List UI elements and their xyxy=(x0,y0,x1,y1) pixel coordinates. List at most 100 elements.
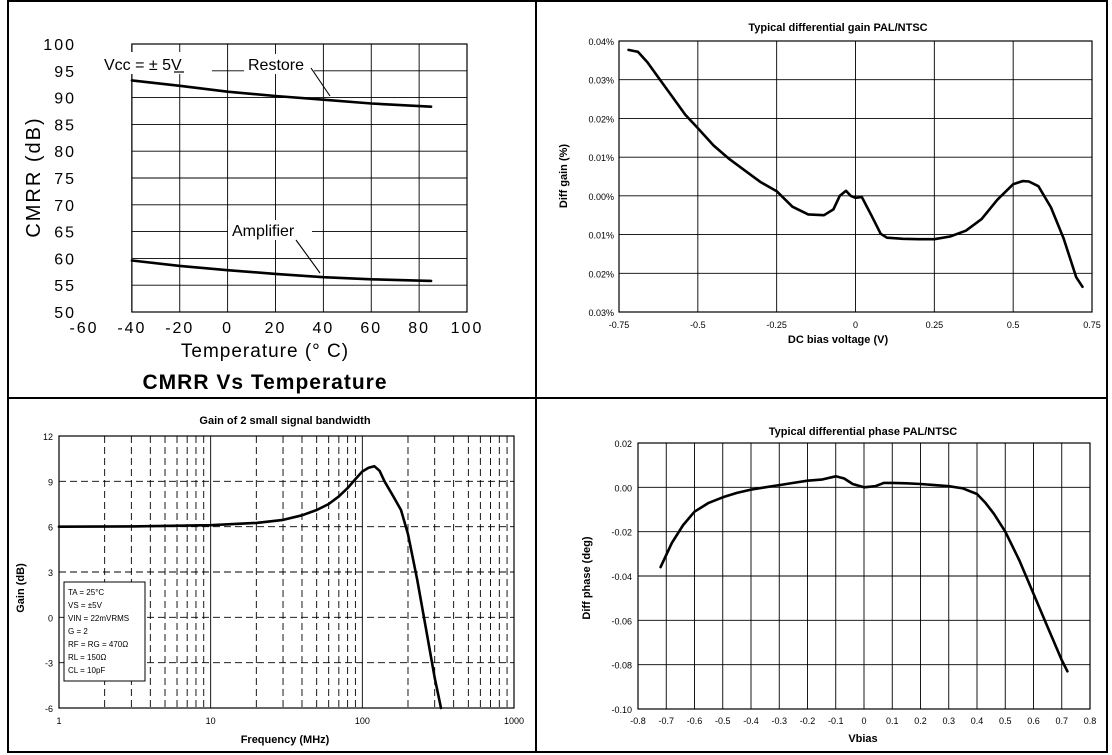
tick-label: 0.02 xyxy=(614,439,632,449)
tick-label: -0.8 xyxy=(630,716,646,726)
tick-label: -0.1 xyxy=(828,716,844,726)
restore-curve xyxy=(130,79,433,108)
tick-label: 1000 xyxy=(504,716,524,726)
tick-label: 0.03% xyxy=(588,76,614,86)
tick-label: 80 xyxy=(54,144,76,161)
diff-phase-curve xyxy=(659,475,1069,673)
conditions-box: TA = 25°C VS = ±5V VIN = 22mVRMS G = 2 R… xyxy=(63,581,146,682)
tick-label: -0.75 xyxy=(609,320,630,330)
diff-gain-series xyxy=(627,48,1084,289)
diff-phase-gridlines xyxy=(637,442,1091,710)
tick-label: 0.03% xyxy=(588,308,614,318)
tick-label: -0.4 xyxy=(743,716,759,726)
condition-temperature: TA = 25°C xyxy=(68,588,104,597)
cmrr-title: CMRR Vs Temperature xyxy=(143,371,388,394)
amplifier-label: Amplifier xyxy=(232,223,295,240)
tick-label: -3 xyxy=(45,659,53,669)
tick-label: 9 xyxy=(48,477,53,487)
tick-label: 0 xyxy=(861,716,866,726)
tick-label: 70 xyxy=(54,198,76,215)
panel-diff-gain: -0.75 -0.5 -0.25 0 0.25 0.5 0.75 0.04% 0.03% 0.02… xyxy=(535,0,1108,399)
tick-label: -0.06 xyxy=(611,616,632,626)
tick-label: 0.02% xyxy=(588,269,614,279)
tick-label: -0.10 xyxy=(611,705,632,715)
bandwidth-series xyxy=(57,464,443,710)
bandwidth-ylabel: Gain (dB) xyxy=(15,563,27,613)
condition-input: VIN = 22mVRMS xyxy=(68,614,129,623)
tick-label: -0.2 xyxy=(800,716,816,726)
cmrr-ylabel: CMRR (dB) xyxy=(23,116,45,237)
tick-label: 20 xyxy=(265,320,287,337)
bandwidth-tick-labels: 1 10 100 1000 12 9 6 3 0 -3 -6 xyxy=(43,432,524,726)
tick-label: 60 xyxy=(54,251,76,268)
tick-label: -0.08 xyxy=(611,661,632,671)
panel-cmrr: -60 -40 -20 0 20 40 60 80 100 100 95 90 85 80 75 70 65 60… xyxy=(7,0,537,399)
tick-label: 3 xyxy=(48,568,53,578)
bandwidth-title: Gain of 2 small signal bandwidth xyxy=(199,415,370,427)
tick-label: 60 xyxy=(360,320,382,337)
tick-label: 0.04% xyxy=(588,37,614,47)
condition-capacitance: CL = 10pF xyxy=(68,666,105,675)
tick-label: 0.02% xyxy=(588,114,614,124)
cmrr-xlabel: Temperature (° C) xyxy=(181,341,349,362)
tick-label: 0 xyxy=(222,320,233,337)
tick-label: -0.5 xyxy=(690,320,706,330)
tick-label: 90 xyxy=(54,91,76,108)
restore-label: Restore xyxy=(248,57,304,74)
tick-label: 6 xyxy=(48,523,53,533)
tick-label: 50 xyxy=(54,305,76,322)
tick-label: -6 xyxy=(45,704,53,714)
panel-bandwidth: 1 10 100 1000 12 9 6 3 0 -3 -6 Gain of 2 small sig… xyxy=(7,397,537,753)
tick-label: -0.6 xyxy=(687,716,703,726)
tick-label: -0.04 xyxy=(611,572,632,582)
tick-label: 0.5 xyxy=(1007,320,1020,330)
plot-frame xyxy=(58,435,515,709)
tick-label: 0 xyxy=(48,613,53,623)
tick-label: 0.3 xyxy=(942,716,955,726)
tick-label: 0.2 xyxy=(914,716,927,726)
amplifier-leader-line xyxy=(295,239,321,274)
cmrr-gridlines xyxy=(131,43,468,313)
plot-frame xyxy=(637,442,1091,710)
tick-label: 0.00% xyxy=(588,192,614,202)
diff-phase-xlabel: Vbias xyxy=(848,733,877,745)
restore-label-bg xyxy=(244,54,314,74)
condition-gain: G = 2 xyxy=(68,627,88,636)
tick-label: -0.7 xyxy=(658,716,674,726)
tick-label: 12 xyxy=(43,432,53,442)
tick-label: 0.5 xyxy=(999,716,1012,726)
condition-resistors: RF = RG = 470Ω xyxy=(68,640,128,649)
tick-label: -0.5 xyxy=(715,716,731,726)
tick-label: 10 xyxy=(206,716,216,726)
tick-label: 100 xyxy=(355,716,370,726)
tick-label: 40 xyxy=(312,320,334,337)
tick-label: 0.25 xyxy=(926,320,944,330)
diff-gain-gridlines xyxy=(618,40,1093,313)
condition-load: RL = 150Ω xyxy=(68,653,106,662)
gain-curve xyxy=(57,464,443,710)
panel-border xyxy=(7,397,537,753)
tick-label: 100 xyxy=(451,320,484,337)
tick-label: 80 xyxy=(408,320,430,337)
tick-label: 95 xyxy=(54,64,76,81)
tick-label: -20 xyxy=(165,320,194,337)
tick-label: 0.1 xyxy=(886,716,899,726)
restore-leader-line xyxy=(310,67,331,97)
tick-label: 100 xyxy=(43,37,76,54)
vcc-annotation-bg xyxy=(100,52,212,74)
diff-phase-series xyxy=(659,475,1069,673)
cmrr-series xyxy=(130,79,433,283)
tick-label: -0.3 xyxy=(771,716,787,726)
bandwidth-gridlines xyxy=(58,435,515,709)
amplifier-label-bg xyxy=(228,220,312,240)
tick-label: 0.75 xyxy=(1083,320,1101,330)
condition-supply: VS = ±5V xyxy=(68,601,103,610)
tick-label: -40 xyxy=(117,320,146,337)
diff-phase-tick-labels: -0.8 -0.7 -0.6 -0.5 -0.4 -0.3 -0.2 -0.1 0 0.1 0.2 0… xyxy=(611,439,1096,726)
tick-label: 65 xyxy=(54,225,76,242)
tick-label: 75 xyxy=(54,171,76,188)
bandwidth-xlabel: Frequency (MHz) xyxy=(241,734,330,746)
tick-label: 0.7 xyxy=(1055,716,1068,726)
diff-gain-ylabel: Diff gain (%) xyxy=(558,144,570,208)
plot-frame xyxy=(131,43,468,313)
